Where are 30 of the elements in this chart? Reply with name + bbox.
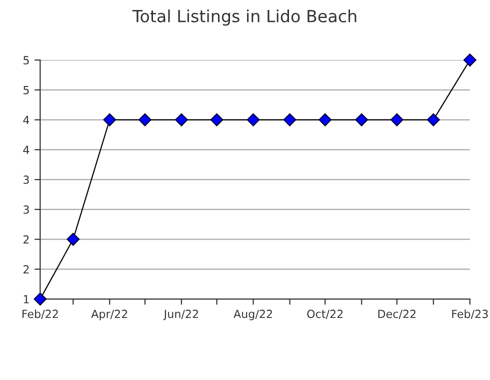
point — [318, 113, 332, 126]
y-tick-label: 1 — [24, 295, 29, 304]
chart-title: Total Listings in Lido Beach — [132, 10, 356, 26]
x-tick-label: Aug/22 — [234, 310, 272, 320]
x-tick-label: Jun/22 — [163, 310, 198, 320]
x-tick-label: Feb/22 — [22, 309, 58, 319]
point — [246, 113, 260, 126]
point — [463, 54, 476, 66]
point — [66, 232, 80, 246]
point — [426, 113, 440, 126]
point — [138, 113, 152, 126]
point — [34, 292, 47, 306]
point — [390, 113, 404, 126]
x-tick-label: Apr/22 — [91, 310, 128, 320]
y-tick-label: 2 — [24, 265, 29, 274]
y-tick-label: 5 — [24, 56, 29, 64]
x-tick-label: Dec/22 — [378, 310, 416, 319]
y-tick-label: 3 — [24, 176, 29, 184]
point — [175, 113, 188, 126]
y-tick-label: 4 — [23, 116, 30, 124]
y-tick-label: 2 — [24, 235, 29, 244]
point — [355, 113, 368, 126]
x-tick-label: Oct/22 — [307, 310, 343, 319]
y-tick-label: 4 — [23, 146, 30, 154]
x-tick-label: Feb/23 — [452, 309, 488, 319]
y-tick-label: 3 — [24, 205, 29, 214]
point — [103, 113, 116, 126]
point — [283, 113, 296, 126]
point — [210, 113, 224, 126]
y-tick-label: 5 — [24, 86, 29, 94]
